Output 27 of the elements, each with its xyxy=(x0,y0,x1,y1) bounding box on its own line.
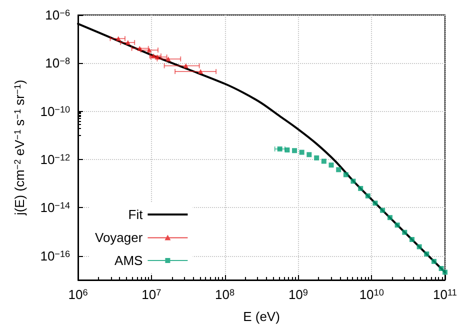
point xyxy=(438,266,444,272)
point xyxy=(299,150,304,155)
point xyxy=(277,146,282,152)
point xyxy=(365,193,370,198)
point xyxy=(409,236,414,242)
point xyxy=(431,258,436,264)
point xyxy=(372,200,378,206)
point xyxy=(336,167,342,172)
point xyxy=(350,178,356,184)
point xyxy=(343,172,348,178)
point xyxy=(314,155,320,160)
point xyxy=(416,244,422,250)
point xyxy=(424,252,430,256)
point xyxy=(387,215,392,220)
point xyxy=(380,208,386,213)
legend-label: Voyager xyxy=(95,230,144,245)
legend-label: AMS xyxy=(114,253,144,268)
point xyxy=(394,222,400,228)
point xyxy=(292,148,298,154)
point xyxy=(321,158,326,164)
point xyxy=(306,152,312,158)
x-axis-title: E (eV) xyxy=(243,309,280,324)
text: j(E) (cm−2 eV−1 s−1 sr−1) xyxy=(12,80,27,216)
point xyxy=(402,230,408,235)
point xyxy=(358,186,364,191)
legend-label: Fit xyxy=(128,207,144,222)
point xyxy=(328,162,334,168)
